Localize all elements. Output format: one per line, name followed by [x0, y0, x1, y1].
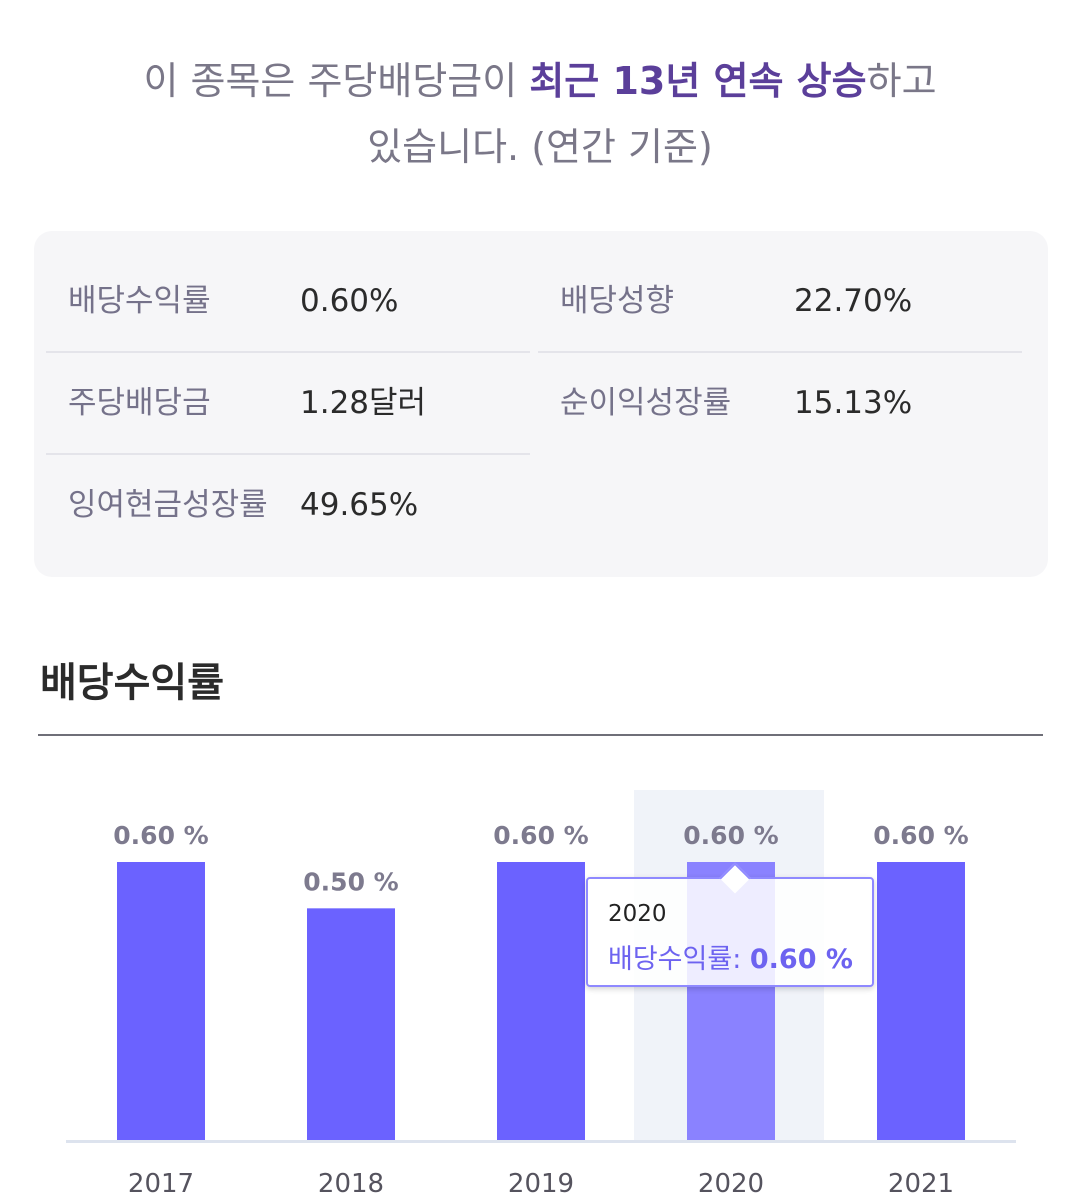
stat-value: 1.28달러: [300, 385, 427, 421]
stat-value: 15.13%: [794, 385, 913, 421]
stat-label: 순이익성장률: [560, 385, 732, 421]
stats-card: 배당수익률 0.60% 배당성향 22.70% 주당배당금 1.28달러 순이익…: [34, 231, 1048, 577]
x-tick-2020: 2020: [698, 1169, 764, 1196]
headline: 이 종목은 주당배당금이 최근 13년 연속 상승하고 있습니다. (연간 기준…: [0, 48, 1080, 180]
stat-payout-ratio: 배당성향 22.70%: [538, 251, 1022, 353]
tooltip-series: 배당수익률: 0.60 %: [608, 937, 853, 976]
x-tick-2018: 2018: [318, 1169, 384, 1196]
headline-text: 이 종목은 주당배당금이: [143, 59, 530, 103]
section-divider: [38, 734, 1043, 736]
stat-label: 배당성향: [560, 283, 675, 319]
bar-2018[interactable]: [307, 908, 395, 1140]
tooltip-year: 2020: [608, 901, 667, 927]
bar-2021[interactable]: [877, 862, 965, 1140]
chart-tooltip: 2020 배당수익률: 0.60 %: [586, 862, 874, 987]
data-label-2021: 0.60 %: [873, 821, 968, 850]
headline-highlight: 최근 13년 연속 상승: [529, 59, 867, 103]
stat-free-cash-flow-growth: 잉여현금성장률 49.65%: [46, 455, 530, 555]
bar-2017[interactable]: [117, 862, 205, 1140]
tooltip-series-label: 배당수익률:: [608, 944, 742, 975]
headline-text-end: 하고: [866, 59, 937, 103]
x-tick-2021: 2021: [888, 1169, 954, 1196]
stat-dividend-yield: 배당수익률 0.60%: [46, 251, 530, 353]
data-label-2020: 0.60 %: [683, 821, 778, 850]
data-label-2018: 0.50 %: [303, 867, 398, 896]
stat-net-income-growth: 순이익성장률 15.13%: [538, 353, 1022, 453]
tooltip-value: 0.60 %: [749, 944, 853, 975]
headline-line-2: 있습니다. (연간 기준): [367, 125, 713, 169]
x-tick-2017: 2017: [128, 1169, 194, 1196]
stat-value: 22.70%: [794, 283, 913, 319]
data-label-2017: 0.60 %: [113, 821, 208, 850]
stat-label: 주당배당금: [68, 385, 211, 421]
section-title: 배당수익률: [40, 660, 224, 706]
stat-value: 0.60%: [300, 283, 399, 319]
stat-dividend-per-share: 주당배당금 1.28달러: [46, 353, 530, 455]
stat-label: 배당수익률: [68, 283, 211, 319]
stat-label: 잉여현금성장률: [68, 487, 268, 523]
headline-line-1: 이 종목은 주당배당금이 최근 13년 연속 상승하고: [0, 48, 1080, 114]
data-label-2019: 0.60 %: [493, 821, 588, 850]
x-tick-2019: 2019: [508, 1169, 574, 1196]
stat-value: 49.65%: [300, 487, 419, 523]
x-axis-line: [66, 1140, 1016, 1143]
bar-2019[interactable]: [497, 862, 585, 1140]
